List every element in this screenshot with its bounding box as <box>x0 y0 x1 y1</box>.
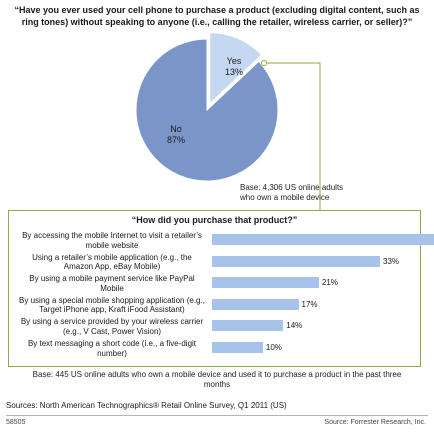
bar <box>212 298 299 310</box>
bar-base-note: Base: 445 US online adults who own a mob… <box>32 370 402 389</box>
footer-divider <box>6 415 428 416</box>
bar-category-label: Using a retailer’s mobile application (e… <box>32 252 192 272</box>
connector-dot <box>261 60 267 66</box>
bar-value-label: 17% <box>301 299 318 309</box>
bar-value-label: 14% <box>286 321 303 331</box>
sub-question-box: “How did you purchase that product?” By … <box>8 210 434 367</box>
bar-question: “How did you purchase that product?” <box>131 215 298 225</box>
pie-slice-no <box>135 38 279 182</box>
pie-label-no: No <box>170 124 182 134</box>
bar-category-label: By using a service provided by your wire… <box>20 317 204 336</box>
bar-category-label: By using a mobile payment service like P… <box>29 274 195 293</box>
bar <box>212 320 284 332</box>
bar <box>212 234 434 245</box>
sources-note: Sources: North American Technographics® … <box>6 401 287 410</box>
bar <box>212 277 319 289</box>
bar-value-label: 21% <box>321 278 338 288</box>
bar-category-label: By using a special mobile shopping appli… <box>19 295 205 315</box>
source-credit: Source: Forrester Research, Inc. <box>324 419 426 426</box>
bar-value-label: 10% <box>265 343 282 352</box>
pie-label-yes: Yes <box>227 56 242 66</box>
bar-category-label: By accessing the mobile Internet to visi… <box>22 231 202 250</box>
pie-slice-yes <box>209 32 263 105</box>
pie-value-no: 87% <box>167 135 185 145</box>
bar <box>212 255 380 267</box>
pie-question: “Have you ever used your cell phone to p… <box>14 5 420 27</box>
bar <box>212 342 263 353</box>
bar-value-label: 33% <box>383 256 400 266</box>
connector-line <box>263 62 321 210</box>
figure-id: 58505 <box>6 419 26 426</box>
pie-base-note: Base: 4,306 US online adults who own a m… <box>240 183 344 202</box>
bar-category-label: By text messaging a short code (i.e., a … <box>27 339 197 358</box>
pie-value-yes: 13% <box>225 67 243 77</box>
